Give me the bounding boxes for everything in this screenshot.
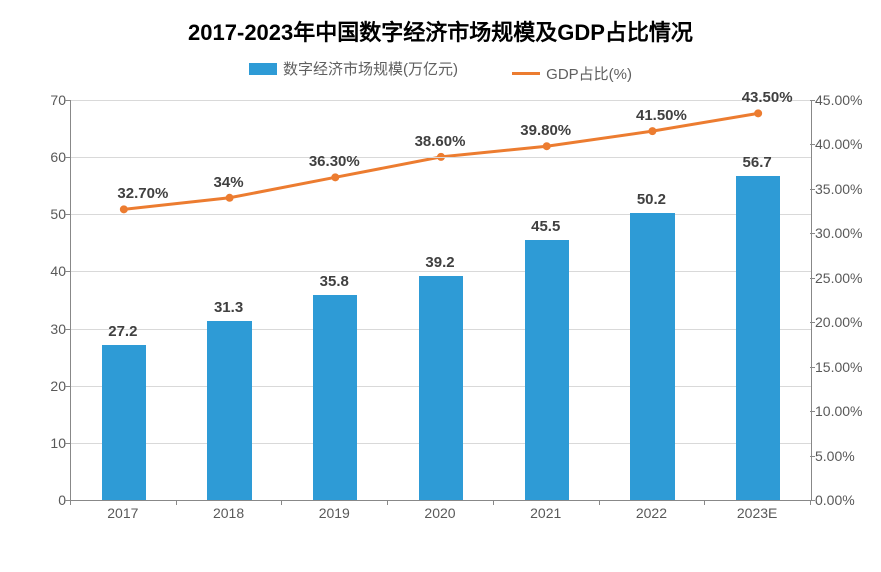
line-marker: [754, 109, 762, 117]
line-marker: [120, 205, 128, 213]
bar-data-label: 50.2: [637, 191, 666, 208]
y-left-tick: [65, 386, 70, 387]
line-marker: [226, 194, 234, 202]
legend: 数字经济市场规模(万亿元) GDP占比(%): [0, 58, 881, 84]
gridline: [71, 271, 811, 272]
x-tick: [176, 500, 177, 505]
y-right-tick-label: 30.00%: [815, 225, 875, 241]
gridline: [71, 157, 811, 158]
gridline: [71, 100, 811, 101]
x-tick-label: 2017: [107, 505, 138, 521]
bar: [630, 213, 674, 500]
line-marker: [331, 173, 339, 181]
gridline: [71, 214, 811, 215]
line-data-label: 36.30%: [309, 153, 360, 170]
bar: [525, 240, 569, 500]
y-left-tick-label: 70: [16, 92, 66, 108]
y-left-tick: [65, 157, 70, 158]
x-tick: [599, 500, 600, 505]
y-right-tick-label: 25.00%: [815, 270, 875, 286]
bar-data-label: 27.2: [108, 323, 137, 340]
line-data-label: 43.50%: [742, 89, 793, 106]
y-left-tick-label: 60: [16, 149, 66, 165]
y-right-tick-label: 45.00%: [815, 92, 875, 108]
y-right-tick-label: 10.00%: [815, 403, 875, 419]
plot-area: [70, 100, 812, 501]
y-left-tick-label: 0: [16, 492, 66, 508]
y-left-tick: [65, 214, 70, 215]
line-data-label: 41.50%: [636, 107, 687, 124]
y-right-tick: [810, 233, 815, 234]
x-tick-label: 2018: [213, 505, 244, 521]
x-tick: [387, 500, 388, 505]
x-tick: [70, 500, 71, 505]
x-tick: [810, 500, 811, 505]
legend-swatch-bar: [249, 63, 277, 75]
y-right-tick: [810, 189, 815, 190]
x-tick-label: 2023E: [737, 505, 777, 521]
legend-label-line: GDP占比(%): [546, 63, 632, 84]
y-right-tick: [810, 144, 815, 145]
x-tick: [493, 500, 494, 505]
x-tick-label: 2021: [530, 505, 561, 521]
y-right-tick: [810, 411, 815, 412]
bar-data-label: 39.2: [425, 254, 454, 271]
bar: [102, 345, 146, 500]
bar: [313, 295, 357, 500]
bar: [207, 321, 251, 500]
x-tick-label: 2019: [319, 505, 350, 521]
line-marker: [543, 142, 551, 150]
bar-data-label: 56.7: [743, 154, 772, 171]
x-tick: [281, 500, 282, 505]
bar-data-label: 31.3: [214, 299, 243, 316]
x-tick: [704, 500, 705, 505]
legend-swatch-line: [512, 72, 540, 75]
bar: [736, 176, 780, 500]
y-right-tick: [810, 100, 815, 101]
chart-container: 2017-2023年中国数字经济市场规模及GDP占比情况 数字经济市场规模(万亿…: [0, 0, 881, 572]
x-tick-label: 2020: [424, 505, 455, 521]
legend-item-line: GDP占比(%): [512, 63, 632, 84]
y-left-tick-label: 40: [16, 263, 66, 279]
y-left-tick-label: 20: [16, 378, 66, 394]
y-right-tick: [810, 367, 815, 368]
legend-item-bar: 数字经济市场规模(万亿元): [249, 58, 458, 79]
legend-label-bar: 数字经济市场规模(万亿元): [283, 58, 458, 79]
y-right-tick-label: 20.00%: [815, 314, 875, 330]
y-right-tick: [810, 456, 815, 457]
y-right-tick-label: 35.00%: [815, 181, 875, 197]
y-right-tick-label: 40.00%: [815, 136, 875, 152]
y-left-tick-label: 50: [16, 206, 66, 222]
bar-data-label: 45.5: [531, 218, 560, 235]
y-right-tick-label: 5.00%: [815, 448, 875, 464]
line-marker: [648, 127, 656, 135]
y-right-tick: [810, 322, 815, 323]
y-left-tick: [65, 271, 70, 272]
line-data-label: 32.70%: [117, 185, 168, 202]
y-right-tick: [810, 278, 815, 279]
y-left-tick: [65, 100, 70, 101]
x-tick-label: 2022: [636, 505, 667, 521]
y-right-tick-label: 15.00%: [815, 359, 875, 375]
chart-title: 2017-2023年中国数字经济市场规模及GDP占比情况: [0, 15, 881, 47]
line-data-label: 38.60%: [415, 133, 466, 150]
bar-data-label: 35.8: [320, 273, 349, 290]
y-left-tick-label: 10: [16, 435, 66, 451]
y-left-tick: [65, 329, 70, 330]
line-data-label: 39.80%: [520, 122, 571, 139]
y-left-tick-label: 30: [16, 321, 66, 337]
y-right-tick-label: 0.00%: [815, 492, 875, 508]
line-data-label: 34%: [214, 174, 244, 191]
y-left-tick: [65, 443, 70, 444]
bar: [419, 276, 463, 500]
